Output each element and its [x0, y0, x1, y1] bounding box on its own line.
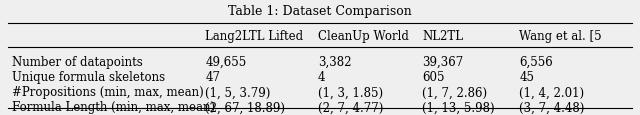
Text: (1, 3, 1.85): (1, 3, 1.85): [318, 86, 383, 98]
Text: NL2TL: NL2TL: [422, 29, 463, 42]
Text: Wang et al. [5: Wang et al. [5: [520, 29, 602, 42]
Text: Table 1: Dataset Comparison: Table 1: Dataset Comparison: [228, 5, 412, 18]
Text: 49,655: 49,655: [205, 56, 246, 68]
Text: Formula Length (min, max, mean): Formula Length (min, max, mean): [12, 101, 215, 114]
Text: 47: 47: [205, 70, 220, 83]
Text: 39,367: 39,367: [422, 56, 463, 68]
Text: 3,382: 3,382: [318, 56, 351, 68]
Text: (1, 13, 5.98): (1, 13, 5.98): [422, 101, 495, 114]
Text: (3, 7, 4.48): (3, 7, 4.48): [520, 101, 585, 114]
Text: #Propositions (min, max, mean): #Propositions (min, max, mean): [12, 86, 204, 98]
Text: (2, 67, 18.89): (2, 67, 18.89): [205, 101, 285, 114]
Text: 45: 45: [520, 70, 534, 83]
Text: (1, 5, 3.79): (1, 5, 3.79): [205, 86, 271, 98]
Text: Lang2LTL Lifted: Lang2LTL Lifted: [205, 29, 303, 42]
Text: 4: 4: [318, 70, 326, 83]
Text: 6,556: 6,556: [520, 56, 553, 68]
Text: (1, 4, 2.01): (1, 4, 2.01): [520, 86, 584, 98]
Text: (2, 7, 4.77): (2, 7, 4.77): [318, 101, 383, 114]
Text: Number of datapoints: Number of datapoints: [12, 56, 143, 68]
Text: 605: 605: [422, 70, 444, 83]
Text: (1, 7, 2.86): (1, 7, 2.86): [422, 86, 487, 98]
Text: Unique formula skeletons: Unique formula skeletons: [12, 70, 165, 83]
Text: CleanUp World: CleanUp World: [318, 29, 409, 42]
